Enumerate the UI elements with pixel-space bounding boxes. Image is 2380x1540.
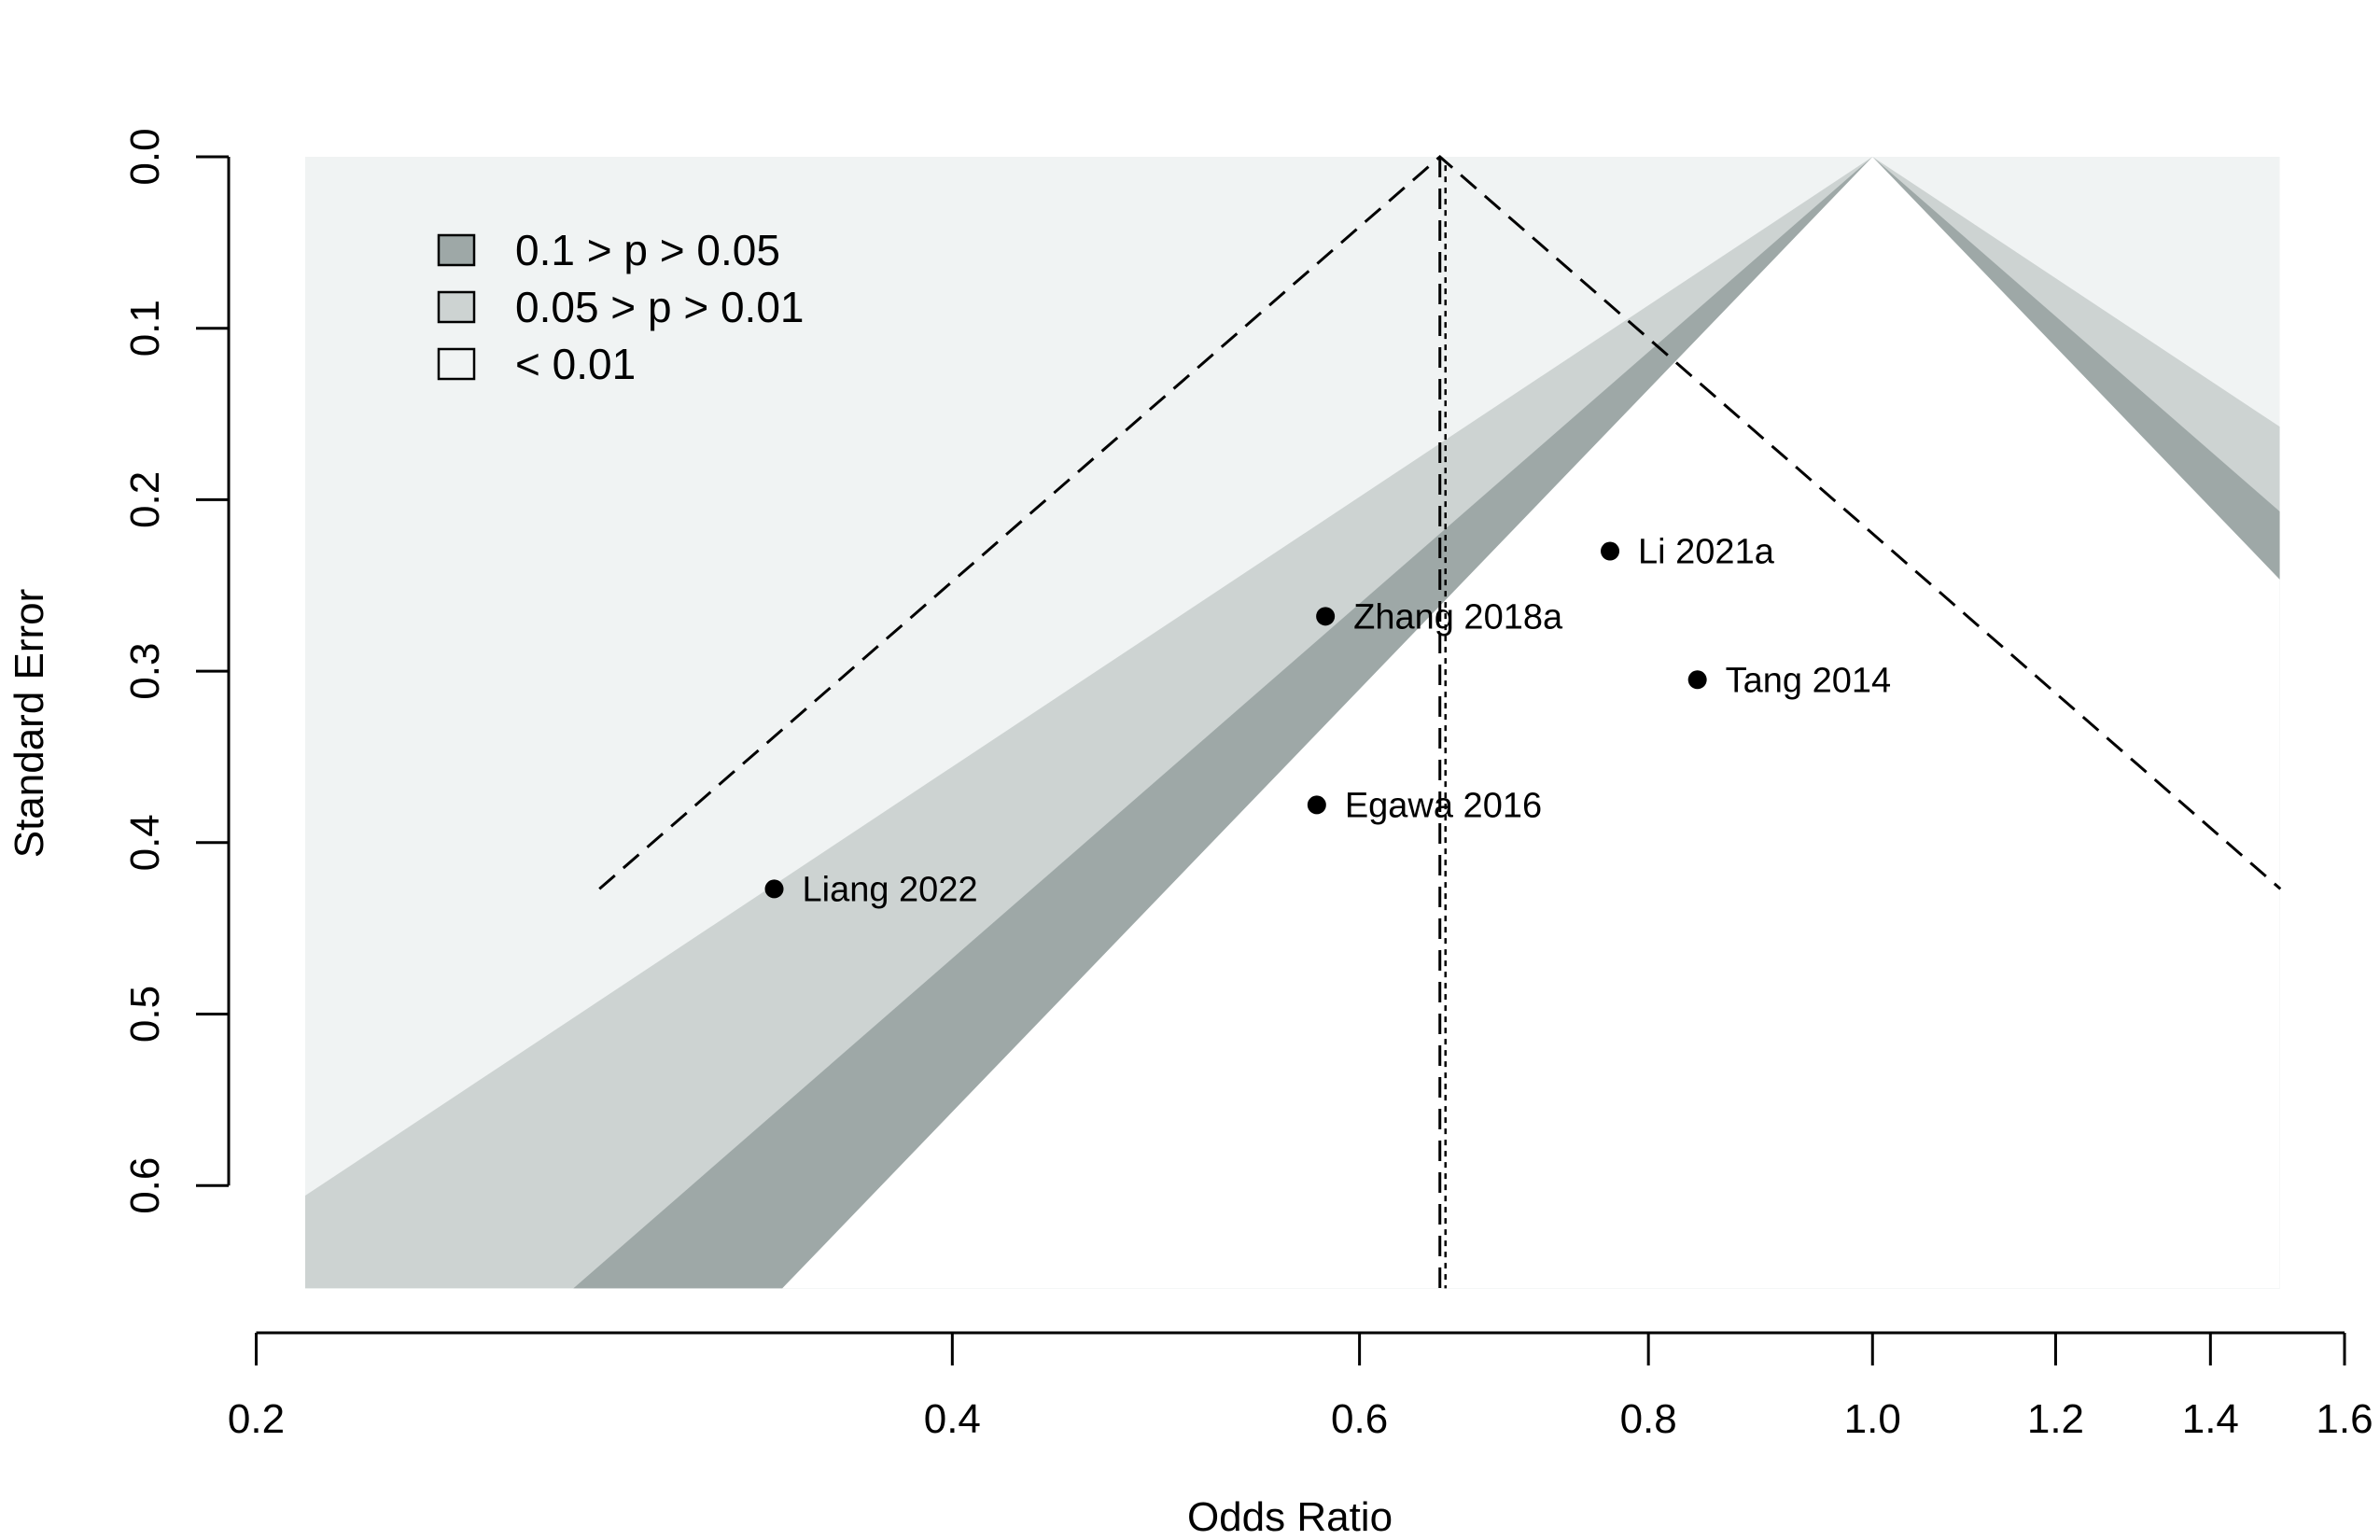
study-points: Li 2021a Zhang 2018a Tang 2014 Egawa 2016 Li… — [764, 533, 1892, 909]
x-tick-label: 0.2 — [228, 1396, 285, 1442]
x-tick-label: 1.6 — [2316, 1396, 2373, 1442]
x-tick-label: 1.4 — [2182, 1396, 2239, 1442]
legend-label: < 0.01 — [515, 340, 636, 388]
x-axis-title: Odds Ratio — [1187, 1494, 1393, 1540]
x-tick-label: 0.4 — [924, 1396, 981, 1442]
study-point — [1687, 670, 1707, 690]
y-tick-label: 0.1 — [122, 300, 168, 357]
study-point — [1307, 795, 1326, 815]
region-p-above-0.1 — [782, 157, 2280, 1289]
contour-regions — [304, 157, 2280, 1289]
y-tick-label: 0.3 — [122, 643, 168, 700]
x-axis: 0.2 0.4 0.6 0.8 1.0 1.2 1.4 1.6 — [228, 1331, 2373, 1442]
y-tick-label: 0.5 — [122, 986, 168, 1043]
study-label: Li 2021a — [1638, 533, 1775, 572]
study-label: Zhang 2018a — [1353, 597, 1563, 637]
x-tick-label: 0.8 — [1620, 1396, 1677, 1442]
study-label: Liang 2022 — [803, 870, 978, 909]
study-label: Egawa 2016 — [1345, 786, 1542, 825]
study-point — [1316, 607, 1336, 626]
legend-swatch — [437, 347, 476, 381]
y-tick-label: 0.2 — [122, 471, 168, 528]
legend-swatch — [437, 290, 476, 324]
y-tick-label: 0.0 — [122, 128, 168, 185]
study-label: Tang 2014 — [1726, 661, 1892, 700]
y-tick-label: 0.6 — [122, 1157, 168, 1214]
y-tick-label: 0.4 — [122, 814, 168, 871]
y-axis: 0.0 0.1 0.2 0.3 0.4 0.5 0.6 — [122, 128, 231, 1214]
x-tick-label: 1.0 — [1844, 1396, 1901, 1442]
study-point — [764, 879, 784, 899]
study-point — [1601, 541, 1620, 561]
legend-swatch — [437, 233, 476, 267]
x-tick-label: 1.2 — [2027, 1396, 2084, 1442]
legend-label: 0.1 > p > 0.05 — [515, 226, 780, 274]
legend: 0.1 > p > 0.05 0.05 > p > 0.01 < 0.01 — [437, 226, 805, 388]
x-tick-label: 0.6 — [1331, 1396, 1388, 1442]
y-axis-title: Standard Error — [7, 589, 52, 859]
pooled-effect-lines — [598, 155, 2282, 1289]
legend-label: 0.05 > p > 0.01 — [515, 283, 805, 331]
